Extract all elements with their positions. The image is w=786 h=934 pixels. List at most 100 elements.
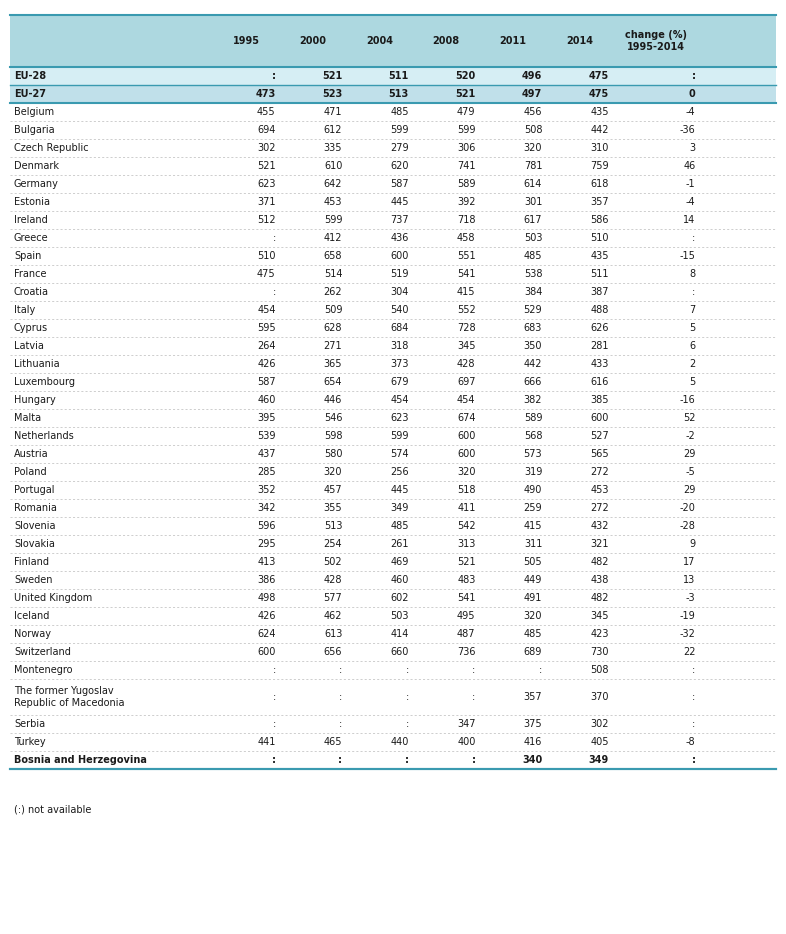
Text: 518: 518	[457, 485, 476, 495]
Text: -36: -36	[680, 125, 696, 135]
Text: -16: -16	[680, 395, 696, 405]
Bar	[10, 607, 776, 625]
Bar	[10, 553, 776, 571]
Bar	[10, 319, 776, 337]
Text: :: :	[692, 719, 696, 729]
Text: 513: 513	[388, 89, 409, 99]
Text: EU-28: EU-28	[14, 71, 46, 81]
Text: 617: 617	[523, 215, 542, 225]
Text: 442: 442	[523, 359, 542, 369]
Text: -15: -15	[680, 251, 696, 261]
Text: 442: 442	[590, 125, 609, 135]
Text: 2008: 2008	[432, 36, 460, 46]
Text: 455: 455	[257, 107, 276, 117]
Bar	[10, 715, 776, 733]
Text: 352: 352	[257, 485, 276, 495]
Text: :: :	[406, 719, 409, 729]
Text: :: :	[272, 755, 276, 765]
Text: 438: 438	[590, 575, 609, 585]
Text: 602: 602	[391, 593, 409, 603]
Text: 413: 413	[257, 557, 276, 567]
Text: 541: 541	[457, 593, 476, 603]
Text: 271: 271	[324, 341, 342, 351]
Text: 382: 382	[523, 395, 542, 405]
Text: 412: 412	[324, 233, 342, 243]
Text: 261: 261	[391, 539, 409, 549]
Text: 306: 306	[457, 143, 476, 153]
Text: 2000: 2000	[299, 36, 326, 46]
Bar	[10, 67, 776, 85]
Text: change (%)
1995-2014: change (%) 1995-2014	[625, 30, 687, 51]
Text: 460: 460	[257, 395, 276, 405]
Text: 285: 285	[257, 467, 276, 477]
Bar	[10, 679, 776, 715]
Text: 616: 616	[590, 377, 609, 387]
Text: 540: 540	[391, 305, 409, 315]
Text: 272: 272	[590, 503, 609, 513]
Text: 485: 485	[523, 251, 542, 261]
Text: 335: 335	[324, 143, 342, 153]
Text: 503: 503	[391, 611, 409, 621]
Text: -20: -20	[680, 503, 696, 513]
Bar	[10, 751, 776, 769]
Text: 302: 302	[257, 143, 276, 153]
Text: Slovakia: Slovakia	[14, 539, 55, 549]
Text: 599: 599	[324, 215, 342, 225]
Text: 446: 446	[324, 395, 342, 405]
Text: 318: 318	[391, 341, 409, 351]
Text: 509: 509	[324, 305, 342, 315]
Text: 495: 495	[457, 611, 476, 621]
Text: 301: 301	[523, 197, 542, 207]
Bar	[10, 427, 776, 445]
Bar	[10, 103, 776, 121]
Bar	[10, 139, 776, 157]
Text: 660: 660	[391, 647, 409, 657]
Text: -4: -4	[685, 107, 696, 117]
Text: 320: 320	[457, 467, 476, 477]
Text: -8: -8	[685, 737, 696, 747]
Bar	[10, 409, 776, 427]
Bar	[10, 373, 776, 391]
Text: 3: 3	[689, 143, 696, 153]
Text: France: France	[14, 269, 46, 279]
Text: 441: 441	[257, 737, 276, 747]
Text: Spain: Spain	[14, 251, 42, 261]
Bar	[10, 589, 776, 607]
Text: 2: 2	[689, 359, 696, 369]
Bar	[10, 15, 776, 67]
Text: :: :	[692, 287, 696, 297]
Text: 600: 600	[257, 647, 276, 657]
Bar	[10, 571, 776, 589]
Text: -32: -32	[680, 629, 696, 639]
Text: 505: 505	[523, 557, 542, 567]
Text: 460: 460	[391, 575, 409, 585]
Text: 345: 345	[457, 341, 476, 351]
Text: Iceland: Iceland	[14, 611, 50, 621]
Text: United Kingdom: United Kingdom	[14, 593, 92, 603]
Text: :: :	[273, 233, 276, 243]
Text: Greece: Greece	[14, 233, 49, 243]
Bar	[10, 625, 776, 643]
Text: 718: 718	[457, 215, 476, 225]
Text: :: :	[692, 233, 696, 243]
Text: 428: 428	[324, 575, 342, 585]
Text: Portugal: Portugal	[14, 485, 54, 495]
Bar	[10, 175, 776, 193]
Text: Netherlands: Netherlands	[14, 431, 74, 441]
Text: 462: 462	[324, 611, 342, 621]
Text: 595: 595	[257, 323, 276, 333]
Text: 387: 387	[590, 287, 609, 297]
Bar	[10, 733, 776, 751]
Text: 479: 479	[457, 107, 476, 117]
Text: Poland: Poland	[14, 467, 46, 477]
Text: 521: 521	[322, 71, 342, 81]
Text: 342: 342	[257, 503, 276, 513]
Text: Luxembourg: Luxembourg	[14, 377, 75, 387]
Text: -2: -2	[685, 431, 696, 441]
Text: 264: 264	[257, 341, 276, 351]
Text: 310: 310	[590, 143, 609, 153]
Text: 510: 510	[257, 251, 276, 261]
Text: 551: 551	[457, 251, 476, 261]
Text: 573: 573	[523, 449, 542, 459]
Text: 279: 279	[391, 143, 409, 153]
